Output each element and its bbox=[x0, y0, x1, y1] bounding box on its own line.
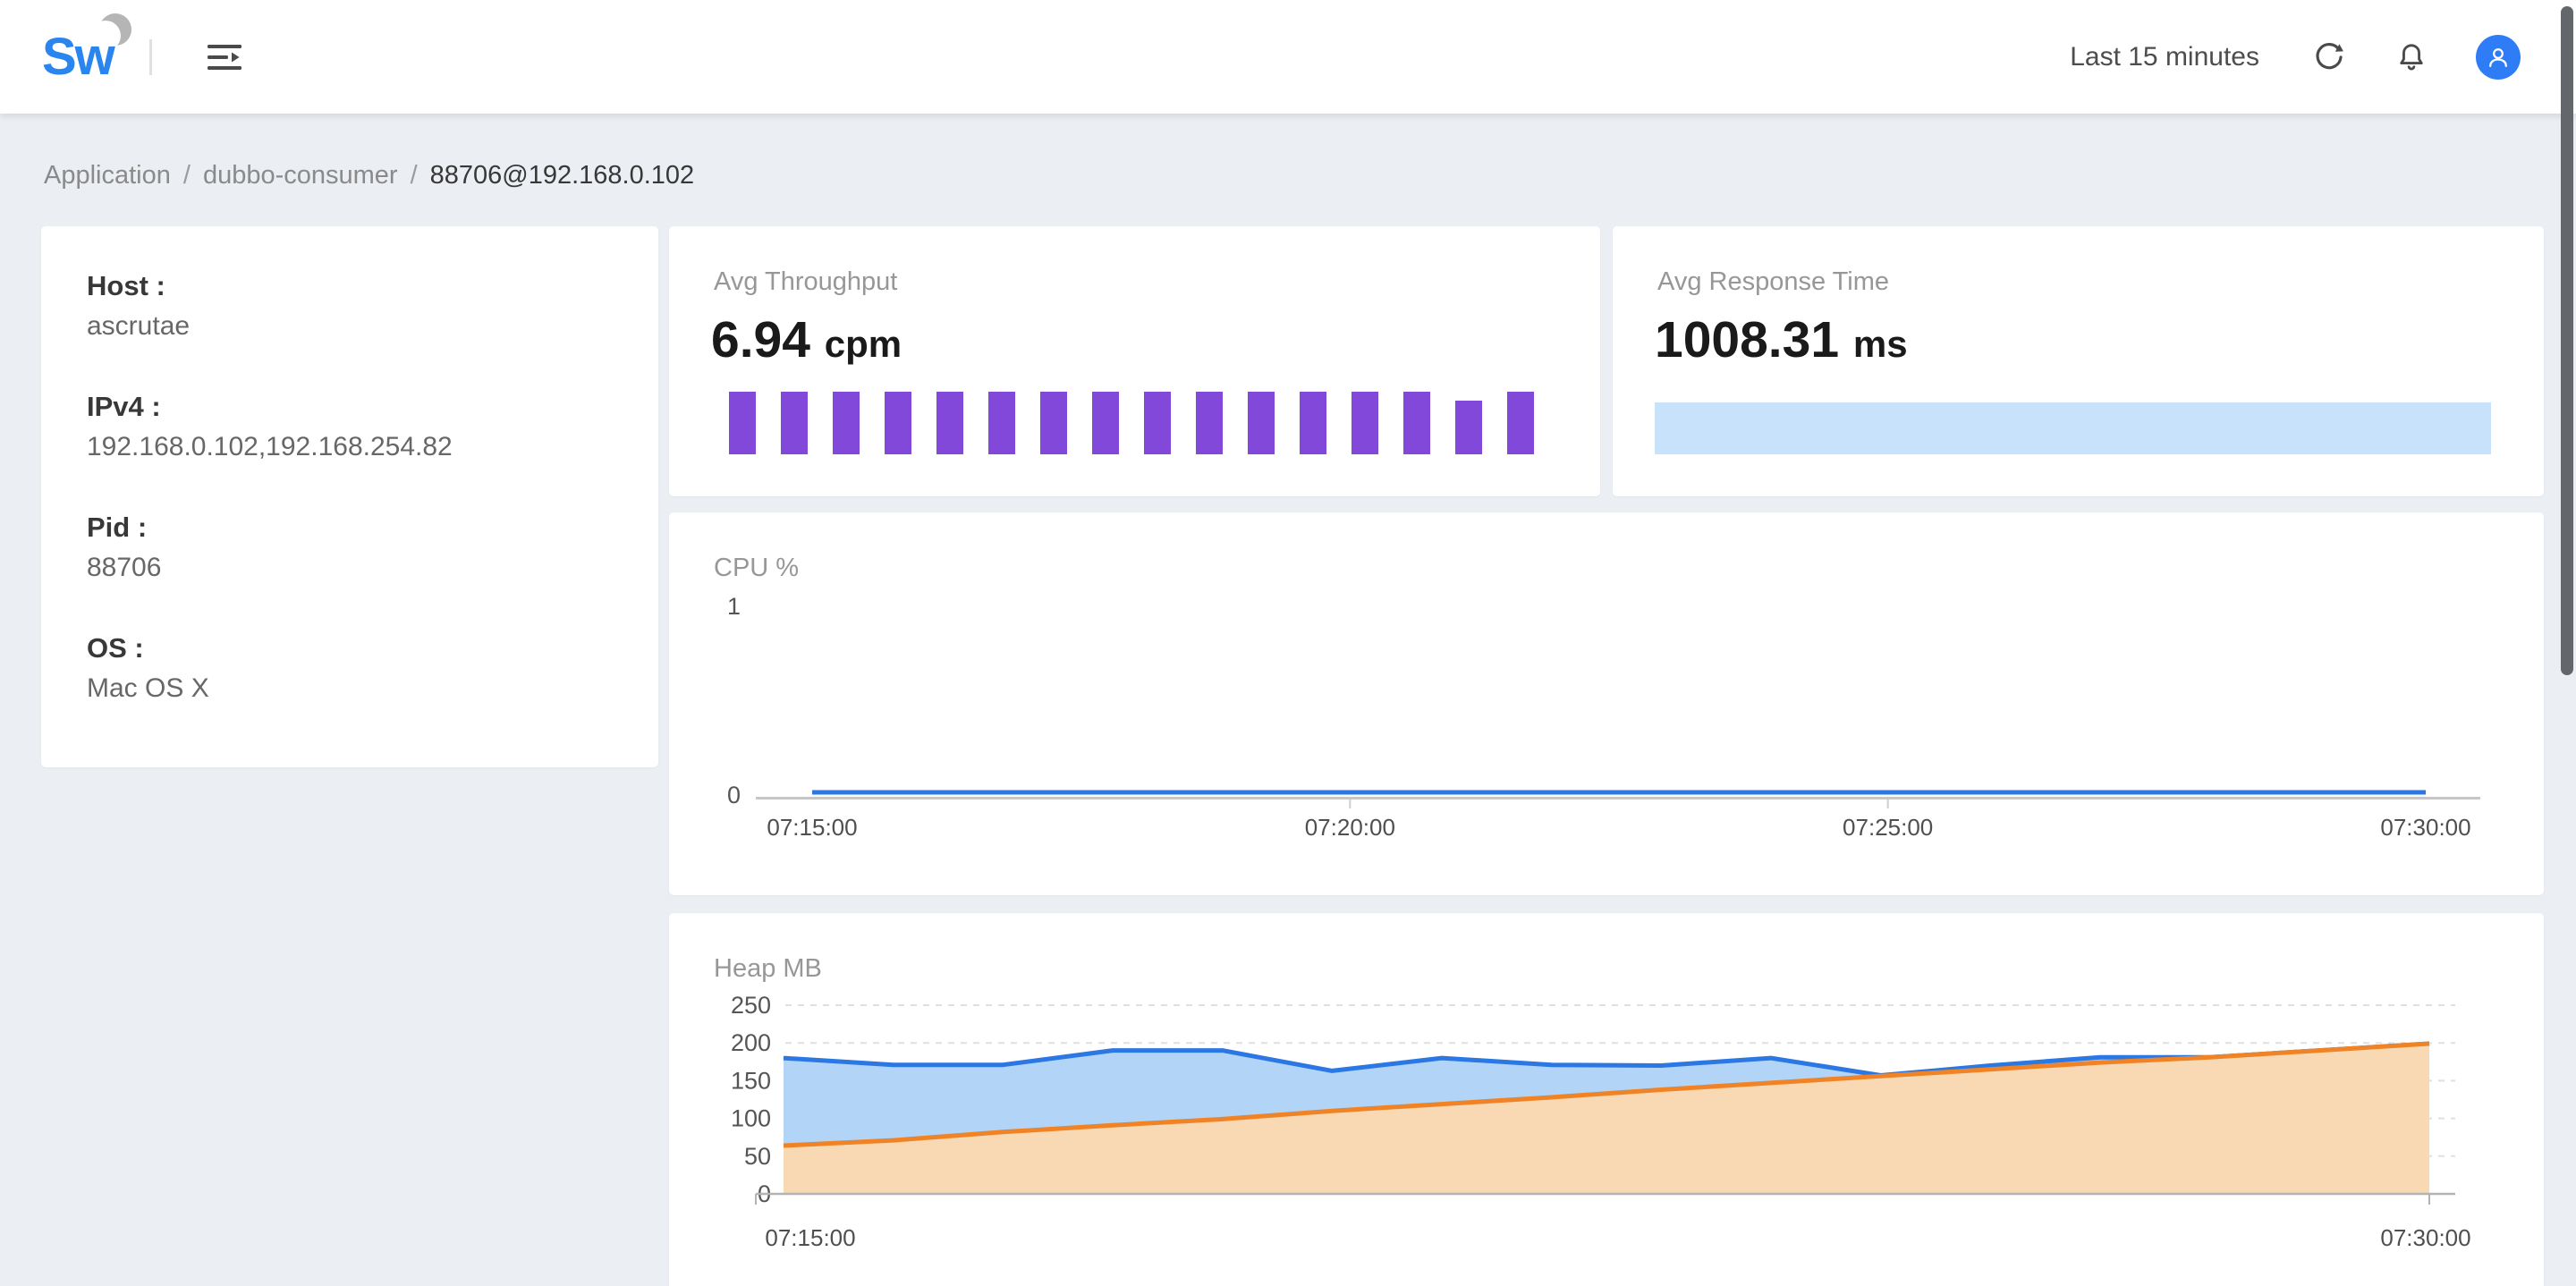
breadcrumb-item-application[interactable]: Application bbox=[44, 161, 171, 190]
logo-text: Sw bbox=[42, 27, 115, 86]
logo-moon-icon bbox=[90, 13, 131, 51]
svg-text:07:30:00: 07:30:00 bbox=[2380, 1224, 2470, 1251]
throughput-bar bbox=[1144, 392, 1171, 454]
logo-divider bbox=[148, 38, 152, 75]
breadcrumb: Application / dubbo-consumer / 88706@192… bbox=[44, 161, 694, 190]
metric-unit: cpm bbox=[824, 323, 902, 365]
metric-title: Avg Throughput bbox=[714, 267, 898, 296]
svg-text:07:15:00: 07:15:00 bbox=[767, 814, 857, 841]
cpu-chart: 1 0 07:15:00 07:20:00 07:25:00 07:30:00 bbox=[727, 593, 2480, 841]
cpu-chart-title: CPU % bbox=[714, 554, 800, 582]
info-label: OS : bbox=[87, 632, 144, 664]
throughput-bar bbox=[1352, 392, 1378, 454]
metric-number: 6.94 bbox=[711, 311, 810, 368]
throughput-bar bbox=[1507, 392, 1534, 454]
app-logo[interactable]: Sw bbox=[42, 13, 131, 97]
user-icon bbox=[2489, 47, 2507, 67]
refresh-icon bbox=[2316, 42, 2343, 69]
response-time-bar bbox=[1655, 402, 2491, 454]
throughput-bar bbox=[988, 392, 1015, 454]
menu-unfold-icon bbox=[207, 44, 242, 70]
info-value: 88706 bbox=[87, 553, 162, 582]
throughput-bar bbox=[885, 392, 911, 454]
breadcrumb-item-instance: 88706@192.168.0.102 bbox=[429, 161, 695, 190]
refresh-button[interactable] bbox=[2311, 39, 2347, 75]
info-row-os: OS : Mac OS X bbox=[87, 628, 623, 708]
avg-throughput-card: Avg Throughput 6.94 cpm bbox=[669, 226, 1600, 496]
throughput-bar bbox=[729, 392, 756, 454]
throughput-bar bbox=[1040, 392, 1067, 454]
heap-chart-card: Heap MB 250 200 150 100 50 0 07:15:00 07:30:00 bbox=[669, 913, 2544, 1286]
time-range-selector[interactable]: Last 15 minutes bbox=[2070, 41, 2259, 72]
throughput-bar bbox=[1300, 392, 1326, 454]
vertical-scrollbar-thumb[interactable] bbox=[2561, 6, 2573, 675]
heap-chart-title: Heap MB bbox=[714, 954, 822, 983]
svg-text:50: 50 bbox=[744, 1143, 771, 1170]
throughput-bar bbox=[833, 392, 860, 454]
svg-text:0: 0 bbox=[727, 782, 741, 808]
breadcrumb-item-service[interactable]: dubbo-consumer bbox=[202, 161, 398, 190]
info-value: ascrutae bbox=[87, 311, 191, 341]
svg-text:07:20:00: 07:20:00 bbox=[1305, 814, 1395, 841]
svg-text:1: 1 bbox=[727, 593, 741, 620]
info-label: IPv4 : bbox=[87, 391, 161, 422]
info-label: Host : bbox=[87, 270, 165, 301]
metric-title: Avg Response Time bbox=[1657, 267, 1889, 296]
metric-value: 1008.31 ms bbox=[1655, 310, 1908, 369]
throughput-bar bbox=[781, 392, 808, 454]
metric-unit: ms bbox=[1852, 323, 1908, 365]
avg-response-time-card: Avg Response Time 1008.31 ms bbox=[1613, 226, 2544, 496]
throughput-bar bbox=[1196, 392, 1223, 454]
notifications-button[interactable] bbox=[2394, 39, 2429, 75]
svg-text:150: 150 bbox=[731, 1067, 771, 1094]
breadcrumb-separator: / bbox=[410, 161, 418, 190]
menu-unfold-button[interactable] bbox=[207, 44, 242, 71]
throughput-bar bbox=[1403, 392, 1430, 454]
svg-text:07:30:00: 07:30:00 bbox=[2380, 814, 2470, 841]
instance-info-card: Host : ascrutae IPv4 : 192.168.0.102,192… bbox=[41, 226, 658, 767]
throughput-bar bbox=[936, 392, 963, 454]
metric-value: 6.94 cpm bbox=[711, 310, 902, 369]
throughput-bar bbox=[1455, 401, 1482, 454]
user-avatar[interactable] bbox=[2476, 34, 2521, 80]
app-header: Sw Last 15 minutes bbox=[0, 0, 2576, 114]
throughput-bar bbox=[1248, 392, 1275, 454]
svg-text:07:15:00: 07:15:00 bbox=[765, 1224, 855, 1251]
throughput-bar bbox=[1092, 392, 1119, 454]
info-label: Pid : bbox=[87, 512, 148, 543]
svg-text:200: 200 bbox=[731, 1029, 771, 1056]
info-row-host: Host : ascrutae bbox=[87, 266, 623, 346]
info-value: 192.168.0.102,192.168.254.82 bbox=[87, 432, 453, 461]
metric-number: 1008.31 bbox=[1655, 311, 1840, 368]
throughput-sparkline bbox=[729, 392, 1534, 454]
svg-text:250: 250 bbox=[731, 992, 771, 1019]
info-row-pid: Pid : 88706 bbox=[87, 507, 623, 588]
info-value: Mac OS X bbox=[87, 673, 209, 703]
breadcrumb-separator: / bbox=[182, 161, 191, 190]
bell-icon bbox=[2400, 43, 2423, 70]
svg-text:07:25:00: 07:25:00 bbox=[1843, 814, 1933, 841]
cpu-chart-card: CPU % 1 0 07:15:00 07:20:00 07:25:00 07:30:00 bbox=[669, 512, 2544, 895]
svg-text:100: 100 bbox=[731, 1105, 771, 1132]
info-row-ipv4: IPv4 : 192.168.0.102,192.168.254.82 bbox=[87, 386, 623, 467]
